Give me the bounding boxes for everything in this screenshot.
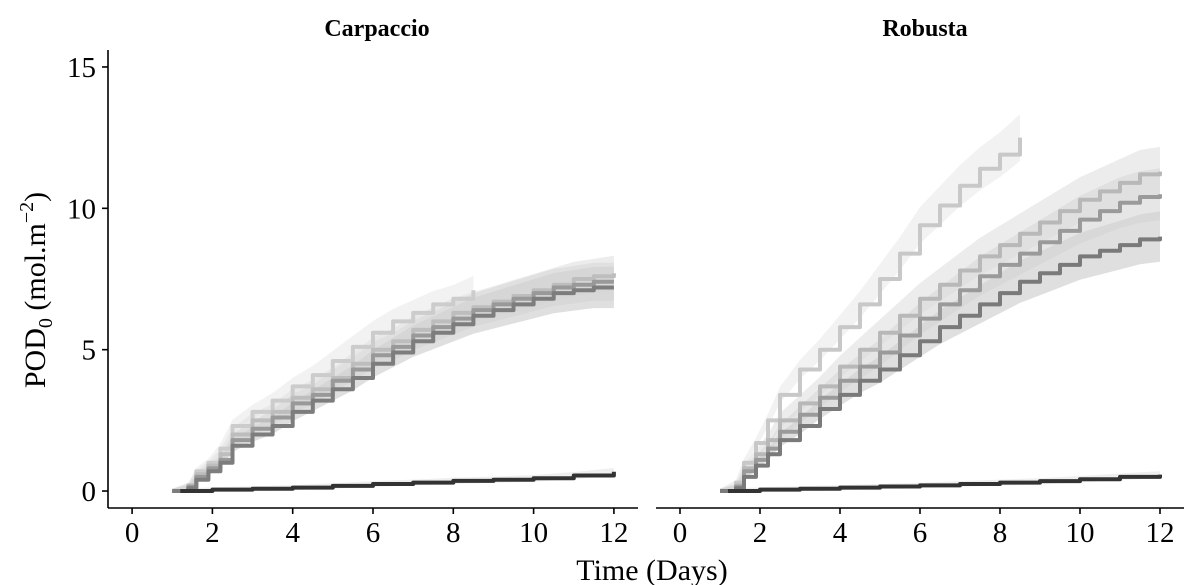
y-axis-title-superscript: −2 xyxy=(16,202,38,223)
series-line-carpaccio-4 xyxy=(172,285,614,493)
panel-title-robusta: Robusta xyxy=(882,16,967,42)
x-tick-label-carpaccio-4: 4 xyxy=(285,517,300,549)
x-tick-label-carpaccio-8: 8 xyxy=(446,517,461,549)
band-carpaccio-4 xyxy=(172,266,614,491)
x-tick-label-carpaccio-0: 0 xyxy=(125,517,140,549)
x-tick-label-robusta-6: 6 xyxy=(913,517,928,549)
x-tick-label-robusta-0: 0 xyxy=(673,517,688,549)
x-tick-label-carpaccio-6: 6 xyxy=(366,517,381,549)
x-tick-label-robusta-10: 10 xyxy=(1066,517,1095,549)
y-axis-title-subscript: 0 xyxy=(35,318,57,328)
x-tick-label-carpaccio-2: 2 xyxy=(205,517,220,549)
y-tick-label-15: 15 xyxy=(67,52,96,84)
series-line-carpaccio-2 xyxy=(172,273,616,493)
x-axis-title: Time (Days) xyxy=(576,554,727,585)
y-axis-title-main: POD xyxy=(19,328,52,388)
series-line-robusta-1 xyxy=(720,137,1022,493)
y-axis-title-unit: (mol.m xyxy=(19,223,52,318)
y-tick-label-10: 10 xyxy=(67,193,96,225)
series-line-robusta-3 xyxy=(720,194,1162,493)
y-tick-label-0: 0 xyxy=(82,476,97,508)
series-line-carpaccio-5 xyxy=(180,471,616,493)
series-line-robusta-5 xyxy=(728,474,1162,493)
band-robusta-5 xyxy=(728,471,1160,491)
series-line-robusta-4 xyxy=(720,236,1162,493)
x-tick-label-robusta-8: 8 xyxy=(993,517,1008,549)
band-carpaccio-5 xyxy=(180,468,614,491)
panel-carpaccio: 0 2 4 6 8 10 12 0 5 10 15 xyxy=(67,50,638,549)
x-tick-label-robusta-2: 2 xyxy=(753,517,768,549)
y-axis-title: POD0 (mol.m−2) xyxy=(16,192,57,388)
panel-title-carpaccio: Carpaccio xyxy=(324,16,429,42)
x-tick-label-robusta-4: 4 xyxy=(833,517,848,549)
y-tick-label-5: 5 xyxy=(82,335,97,367)
panels: 0 2 4 6 8 10 12 0 5 10 15 0 2 4 6 8 10 12 xyxy=(67,50,1184,549)
series-line-robusta-2 xyxy=(720,171,1162,493)
x-tick-label-robusta-12: 12 xyxy=(1146,517,1175,549)
y-axis-title-close: ) xyxy=(19,192,52,202)
x-tick-label-carpaccio-10: 10 xyxy=(519,517,548,549)
x-tick-label-carpaccio-12: 12 xyxy=(599,517,628,549)
panel-robusta: 0 2 4 6 8 10 12 xyxy=(656,114,1184,549)
band-robusta-4 xyxy=(720,211,1160,491)
